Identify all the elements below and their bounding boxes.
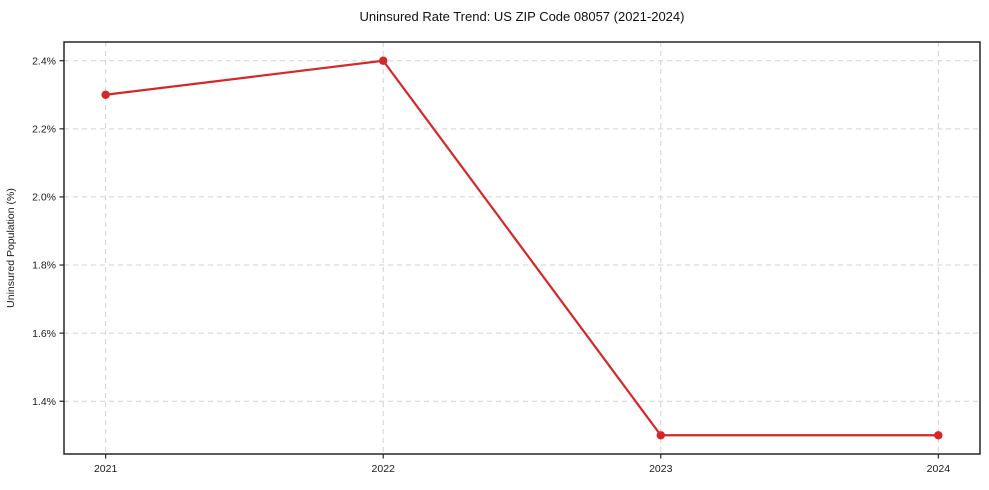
series-line bbox=[104, 59, 940, 437]
data-point bbox=[101, 90, 110, 99]
y-tick-label: 2.2% bbox=[32, 124, 56, 136]
plot-border bbox=[63, 41, 981, 455]
axes-layer: 1.4% 1.6% 1.8% 2.0% 2.2% 2.4% 2021 2022 2023 2024 bbox=[32, 41, 981, 475]
x-tick-label: 2023 bbox=[649, 463, 673, 475]
y-tick-label: 1.4% bbox=[32, 396, 56, 408]
data-point bbox=[379, 56, 388, 65]
series-layer bbox=[101, 56, 943, 440]
y-tick-label: 2.4% bbox=[32, 55, 56, 67]
y-axis-label: Uninsured Population (%) bbox=[5, 188, 17, 308]
y-tick-label: 2.0% bbox=[32, 192, 56, 204]
x-tick-label: 2022 bbox=[372, 463, 396, 475]
x-tick-label: 2024 bbox=[927, 463, 951, 475]
x-tick-label: 2021 bbox=[94, 463, 118, 475]
data-point bbox=[656, 431, 665, 440]
y-tick-label: 1.6% bbox=[32, 328, 56, 340]
y-tick-label: 1.8% bbox=[32, 260, 56, 272]
data-point bbox=[934, 431, 943, 440]
chart-title: Uninsured Rate Trend: US ZIP Code 08057 … bbox=[360, 9, 685, 24]
grid-layer bbox=[64, 42, 980, 454]
